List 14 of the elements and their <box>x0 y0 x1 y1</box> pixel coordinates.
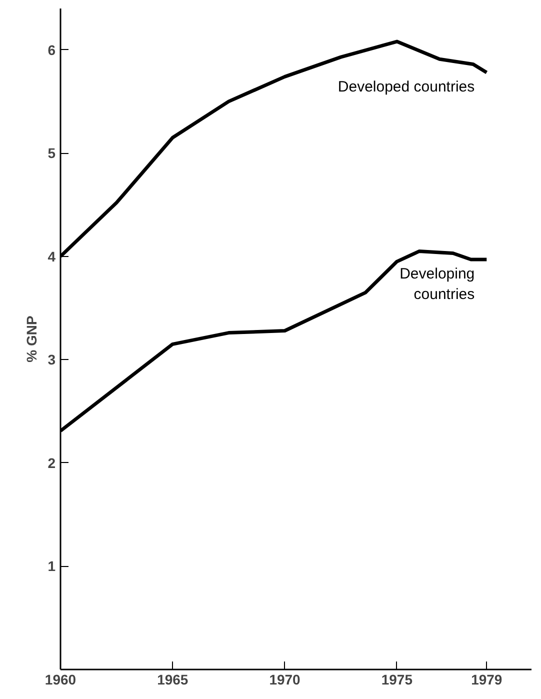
series-label: Developing countries <box>400 265 475 303</box>
x-tick-label: 1970 <box>269 672 301 688</box>
series-label: Developed countries <box>338 78 475 96</box>
y-tick-label: 2 <box>48 454 56 471</box>
x-tick-label: 1965 <box>157 672 188 688</box>
y-tick-label: 4 <box>48 248 56 264</box>
y-tick-label: 5 <box>48 145 56 162</box>
x-tick-label: 1975 <box>381 672 413 688</box>
x-tick-label: 1960 <box>44 672 76 688</box>
y-axis-title: % GNP <box>24 316 40 362</box>
y-tick-label: 3 <box>48 352 56 368</box>
x-tick-label: 1979 <box>471 672 502 688</box>
y-tick-label: 1 <box>48 558 56 574</box>
y-tick-label: 6 <box>48 42 56 58</box>
